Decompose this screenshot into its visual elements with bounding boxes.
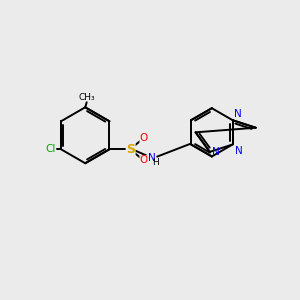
Text: N: N [148, 153, 156, 163]
Text: CH₃: CH₃ [78, 93, 95, 102]
Text: O: O [140, 155, 148, 166]
Text: Cl: Cl [45, 144, 56, 154]
Text: O: O [140, 133, 148, 143]
Text: N: N [212, 148, 220, 158]
Text: N: N [235, 146, 243, 156]
Text: H: H [152, 158, 159, 167]
Text: S: S [126, 143, 135, 156]
Text: N: N [234, 109, 242, 119]
